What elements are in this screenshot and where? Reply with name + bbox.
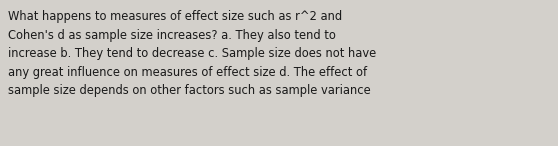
Text: What happens to measures of effect size such as r^2 and
Cohen's d as sample size: What happens to measures of effect size … [8, 10, 377, 97]
